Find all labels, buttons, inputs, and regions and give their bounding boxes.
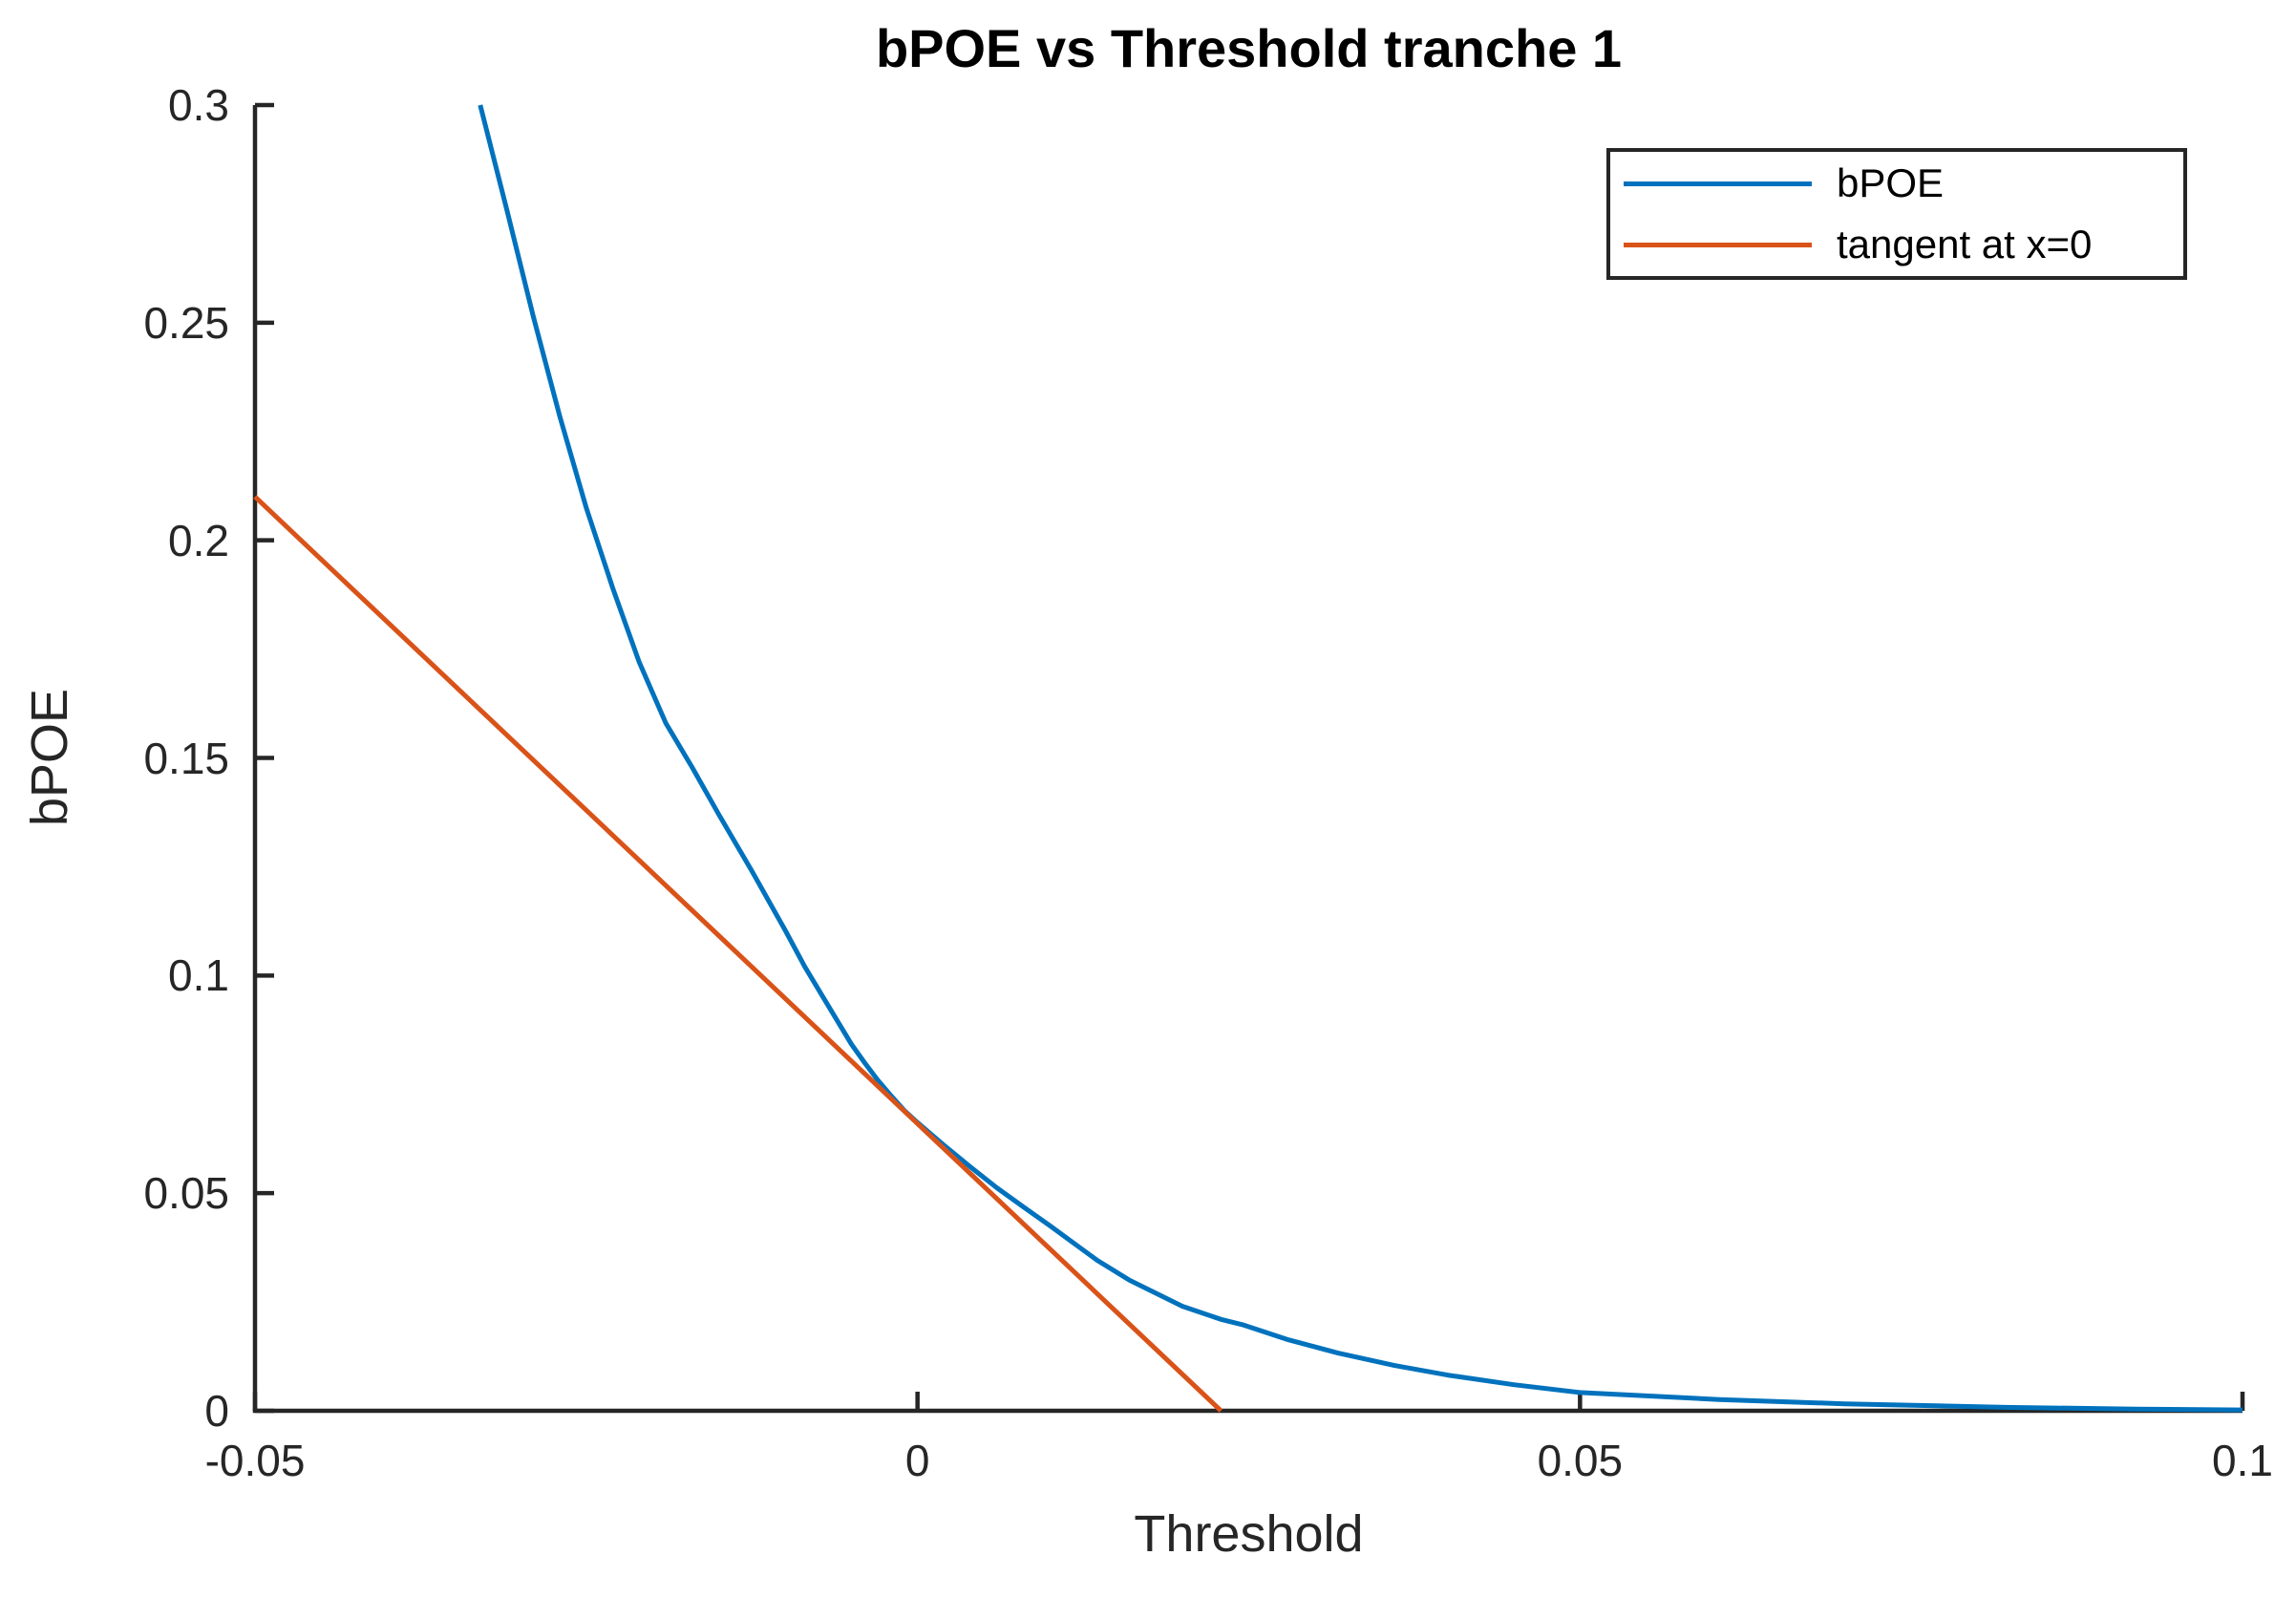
bpoe-curve-line: [478, 104, 2243, 1413]
y-tick-label: 0.25: [143, 297, 229, 348]
x-tick-label: -0.05: [204, 1436, 306, 1485]
bpoe-line-sample: [1624, 181, 1812, 186]
y-tick-label: 0.1: [168, 950, 229, 1001]
legend: bPOE tangent at x=0: [1606, 148, 2187, 280]
y-tick-label: 0.05: [143, 1168, 229, 1219]
x-axis-label: Threshold: [1134, 1505, 1364, 1563]
tangent-line-sample: [1624, 242, 1812, 247]
y-tick-label: 0: [204, 1386, 229, 1436]
y-tick-label: 0.3: [168, 80, 229, 130]
y-tick-label: 0.2: [168, 515, 229, 565]
axis-ticks: [252, 102, 2245, 1414]
chart-title: bPOE vs Threshold tranche 1: [875, 18, 1623, 78]
legend-entry-bpoe: bPOE: [1610, 153, 2183, 214]
y-tick-label: 0.15: [143, 733, 229, 783]
legend-label-tangent: tangent at x=0: [1837, 222, 2093, 266]
x-tick-label: 0: [904, 1436, 930, 1485]
legend-entry-tangent: tangent at x=0: [1610, 214, 2183, 275]
x-tick-label: 0.05: [1537, 1436, 1624, 1485]
tangent-line: [253, 495, 1223, 1413]
legend-label-bpoe: bPOE: [1837, 160, 1945, 205]
x-tick-label: 0.1: [2212, 1436, 2273, 1485]
